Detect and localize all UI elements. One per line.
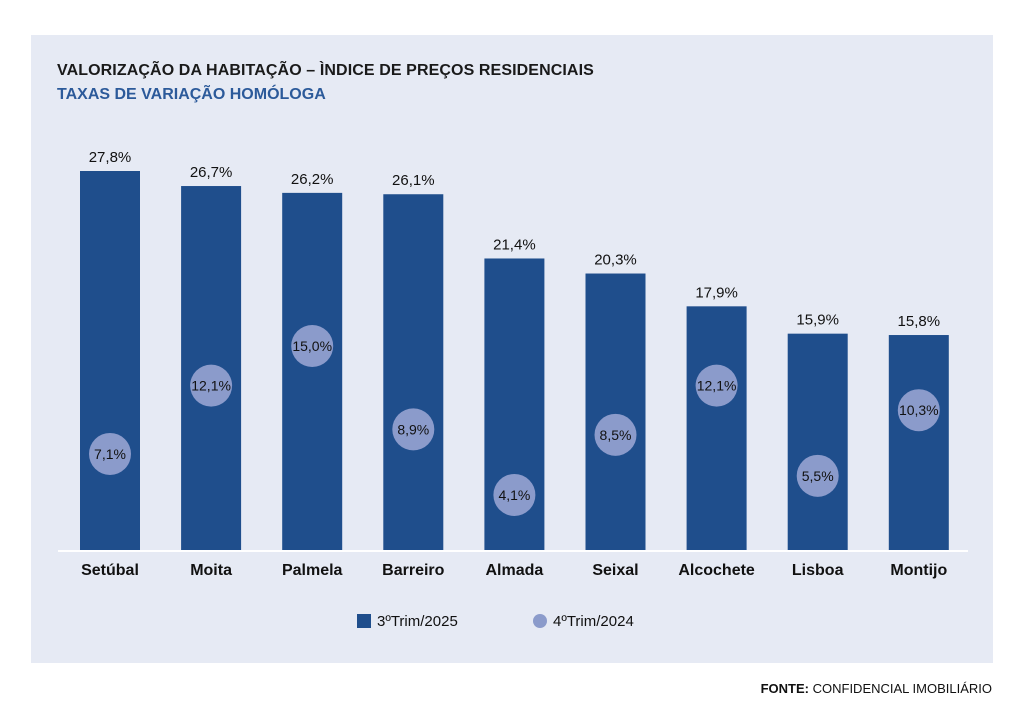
legend-label-dot: 4ºTrim/2024 — [553, 613, 634, 630]
bar-value-label-6: 17,9% — [695, 284, 738, 301]
dot-4 — [493, 473, 536, 516]
bar-value-label-0: 27,8% — [89, 149, 132, 166]
chart-subtitle: TAXAS DE VARIAÇÃO HOMÓLOGA — [57, 86, 326, 103]
dot-value-label-5: 8,5% — [600, 427, 632, 443]
bar-value-label-8: 15,8% — [898, 313, 941, 330]
legend: 3ºTrim/2025 4ºTrim/2024 — [357, 613, 634, 630]
x-tick-label-2: Palmela — [282, 562, 343, 579]
bar-value-label-5: 20,3% — [594, 252, 637, 269]
bar-2 — [282, 192, 343, 552]
x-tick-label-5: Seixal — [592, 562, 638, 579]
legend-swatch-bar — [357, 614, 371, 628]
dot-value-label-0: 7,1% — [94, 446, 126, 462]
x-tick-labels: Setúbal Moita Palmela Barreiro Almada Seixal A… — [81, 562, 947, 579]
bar-7 — [787, 333, 848, 551]
source-label: FONTE: — [760, 681, 809, 696]
dot-value-label-3: 8,9% — [397, 421, 429, 437]
x-tick-label-7: Lisboa — [792, 562, 844, 579]
x-tick-label-0: Setúbal — [81, 562, 139, 579]
dot-7 — [796, 454, 839, 497]
dot-value-label-4: 4,1% — [498, 487, 530, 503]
legend-swatch-dot — [533, 614, 547, 628]
x-tick-label-6: Alcochete — [678, 562, 755, 579]
bar-value-label-2: 26,2% — [291, 171, 334, 188]
bar-value-label-7: 15,9% — [796, 312, 839, 329]
dot-value-label-8: 10,3% — [899, 402, 939, 418]
x-tick-label-3: Barreiro — [382, 562, 444, 579]
dot-5 — [594, 413, 637, 456]
bar-value-label-1: 26,7% — [190, 164, 233, 181]
bar-value-label-4: 21,4% — [493, 236, 536, 253]
x-tick-label-8: Montijo — [890, 562, 947, 579]
bar-8 — [888, 335, 949, 551]
dots-group: 7,1% 12,1% 15,0% 8,9% 4,1% 8,5% 12,1% 5,5% 10,3% — [89, 324, 940, 516]
dot-0 — [89, 432, 131, 475]
chart-title: VALORIZAÇÃO DA HABITAÇÃO – ÌNDICE DE PRE… — [57, 62, 594, 79]
dot-value-label-1: 12,1% — [191, 378, 231, 394]
dot-1 — [190, 364, 233, 407]
source-text: CONFIDENCIAL IMOBILIÁRIO — [812, 681, 992, 696]
legend-label-bar: 3ºTrim/2025 — [377, 613, 458, 630]
dot-2 — [291, 324, 334, 367]
x-tick-label-1: Moita — [190, 562, 232, 579]
dot-8 — [897, 389, 940, 432]
dot-6 — [695, 364, 738, 407]
bar-5 — [585, 273, 646, 551]
bar-3 — [383, 194, 444, 551]
bar-6 — [686, 306, 747, 551]
source-note: FONTE: CONFIDENCIAL IMOBILIÁRIO — [761, 681, 992, 696]
dot-value-label-2: 15,0% — [292, 338, 332, 354]
bar-0 — [80, 171, 140, 551]
dot-value-label-7: 5,5% — [802, 468, 834, 484]
x-tick-label-4: Almada — [486, 562, 544, 579]
bar-value-label-3: 26,1% — [392, 172, 435, 189]
dot-value-label-6: 12,1% — [697, 378, 737, 394]
dot-3 — [392, 408, 435, 451]
